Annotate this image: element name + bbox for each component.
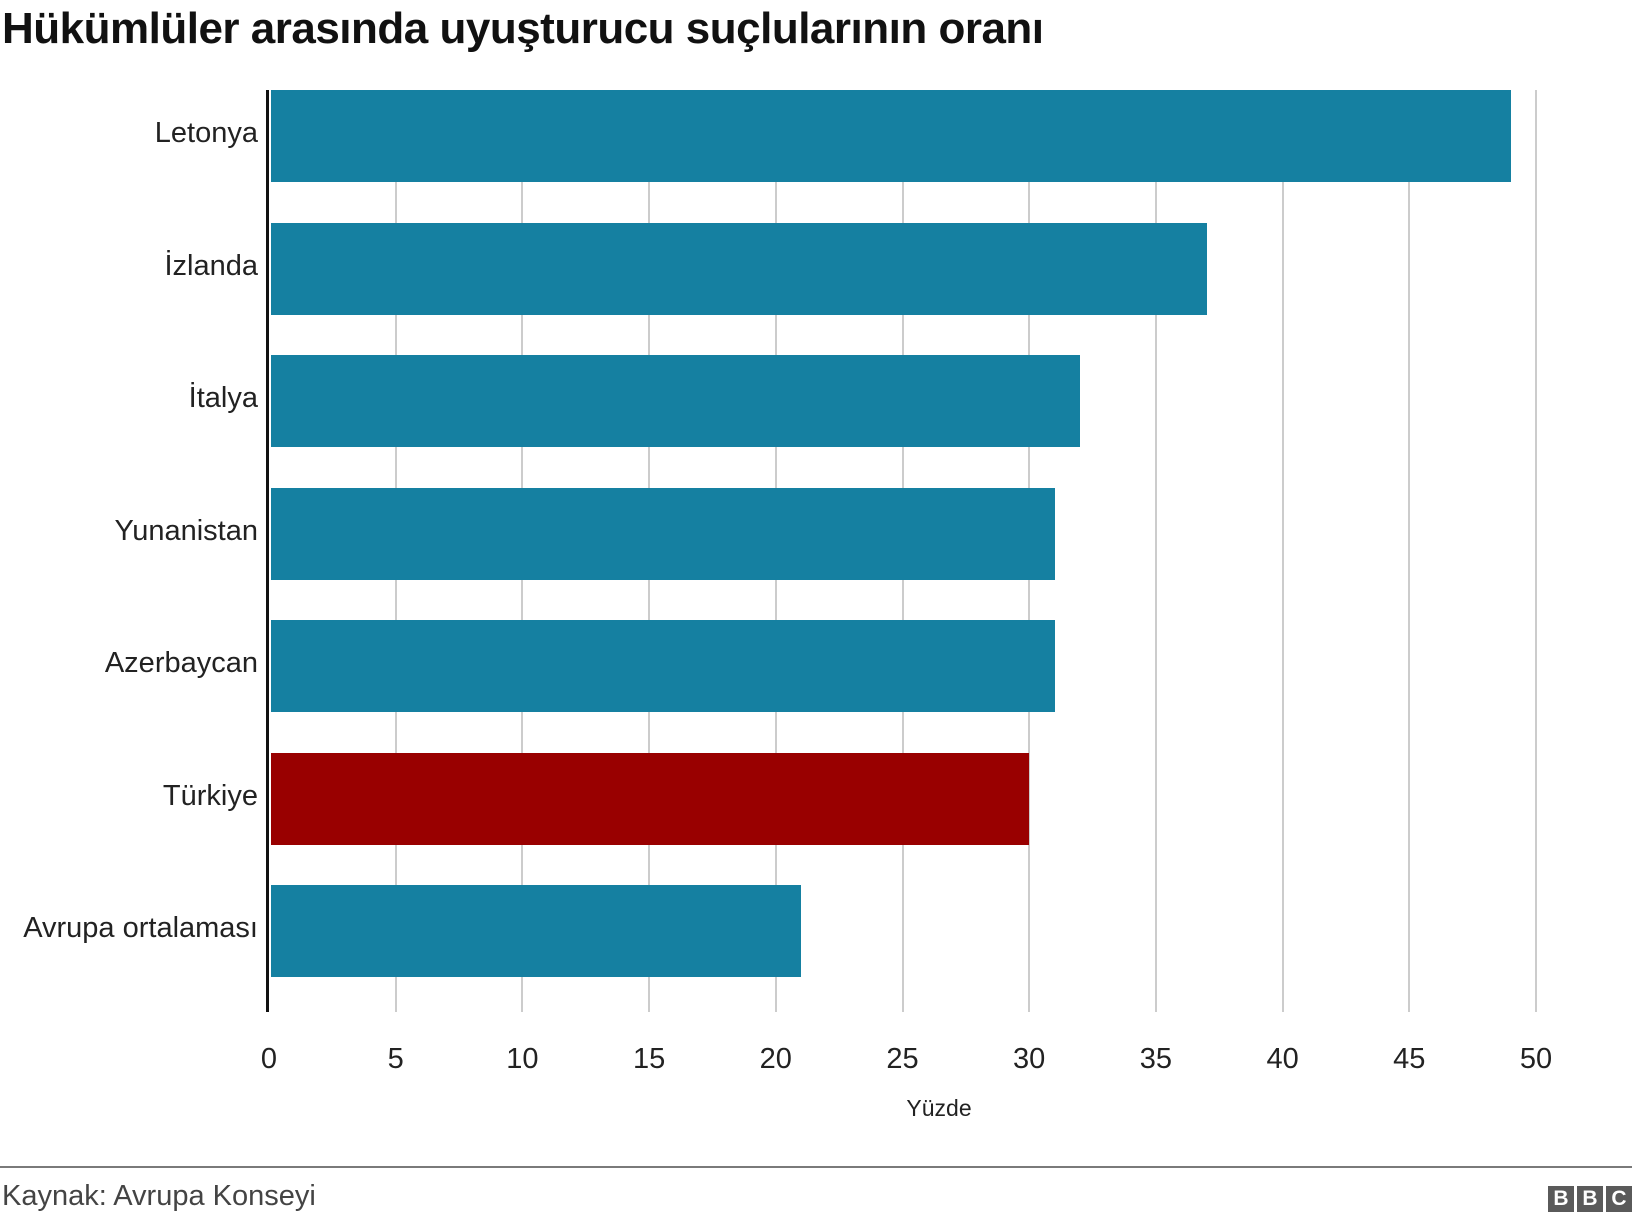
x-tick-label: 30 [1013,1043,1046,1075]
category-label: İzlanda [164,249,258,282]
source-note: Kaynak: Avrupa Konseyi [2,1180,316,1212]
category-label: İtalya [188,382,258,414]
bar [271,355,1080,447]
x-tick-label: 50 [1519,1043,1553,1075]
gridline [1281,90,1284,1012]
x-tick-label: 5 [387,1043,404,1075]
chart-title: Hükümlüler arasında uyuşturucu suçluları… [2,4,1044,53]
bar [271,487,1055,580]
bar [271,90,1511,182]
bar [271,222,1207,315]
bar [271,752,1030,845]
category-label: Letonya [154,117,258,149]
y-axis-line [266,90,269,1012]
category-label: Yunanistan [114,514,258,547]
bar [271,620,1055,712]
category-label: Avrupa ortalaması [23,912,258,944]
x-tick-label: 35 [1139,1043,1173,1075]
footer-divider [0,1166,1632,1168]
gridline [1154,90,1157,1012]
x-tick-label: 10 [506,1043,539,1075]
bar [271,885,802,977]
x-tick-label: 20 [759,1043,792,1075]
category-label: Türkiye [162,779,258,812]
x-tick-label: 15 [632,1043,666,1075]
gridline [1535,90,1537,1012]
x-tick-label: 40 [1266,1043,1299,1075]
gridline [1408,90,1411,1012]
x-axis-label: Yüzde [906,1095,972,1121]
x-tick-label: 25 [886,1043,919,1075]
logo-letter: B [1577,1186,1603,1212]
logo-letter: C [1606,1186,1632,1212]
bbc-logo: B B C [1548,1186,1632,1212]
x-tick-label: 0 [260,1043,278,1075]
x-tick-label: 45 [1393,1043,1426,1075]
category-label: Azerbaycan [104,647,258,679]
logo-letter: B [1548,1186,1574,1212]
